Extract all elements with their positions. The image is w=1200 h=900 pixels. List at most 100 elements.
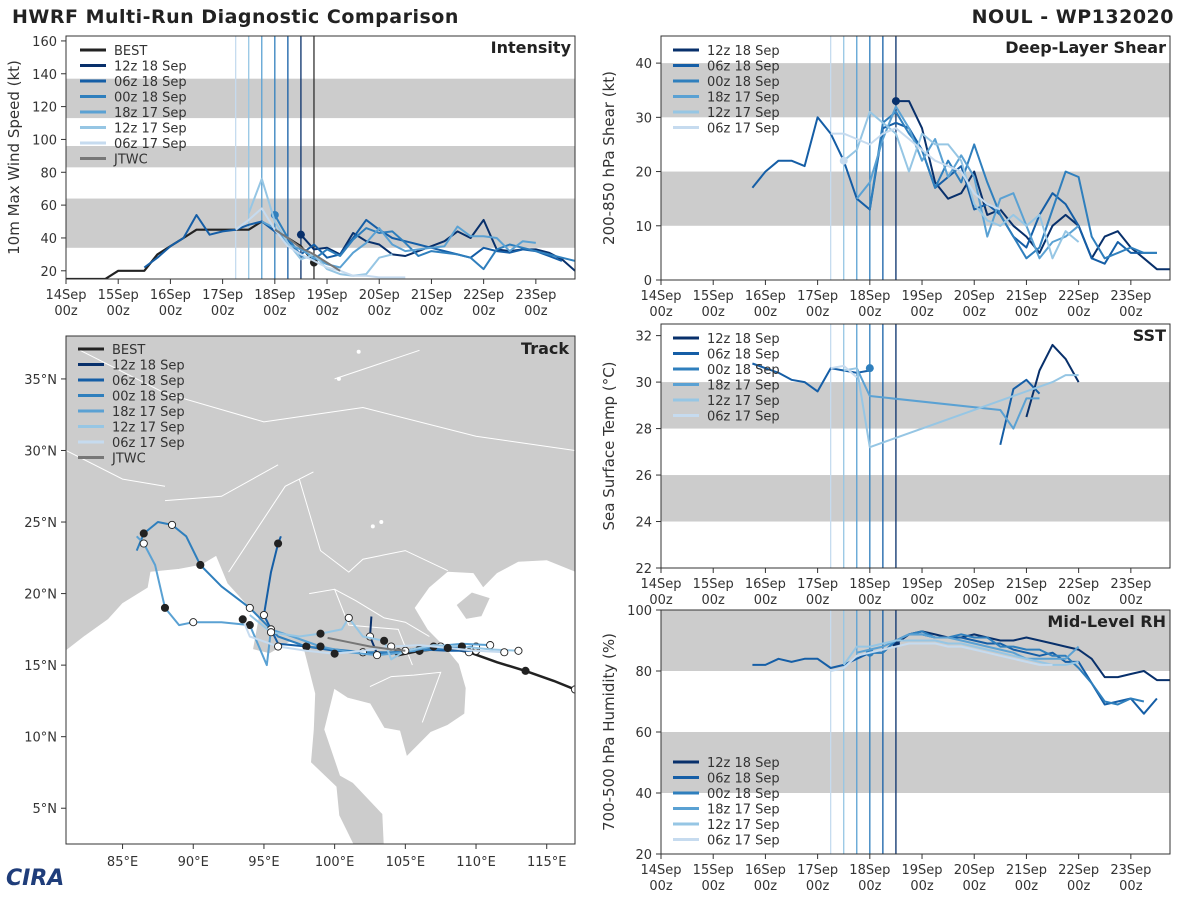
- track-point: [344, 613, 353, 622]
- storm-id-title: NOUL - WP132020: [971, 6, 1174, 28]
- series-line-best: [66, 220, 315, 279]
- track-point: [380, 636, 389, 645]
- x-tick-label: 00z: [263, 304, 287, 319]
- shaded-band: [66, 78, 575, 119]
- legend-label: 12z 17 Sep: [707, 106, 780, 121]
- series-marker-r06z17: [839, 156, 848, 165]
- x-tick-label: 00z: [1015, 593, 1039, 608]
- x-tick-label: 00z: [315, 304, 339, 319]
- x-tick-label: 16Sep: [745, 863, 786, 878]
- track-point: [521, 666, 530, 675]
- legend-label: 12z 18 Sep: [112, 359, 185, 374]
- legend-label: 06z 18 Sep: [114, 75, 187, 90]
- x-tick-label: 00z: [806, 593, 830, 608]
- legend-label: 18z 17 Sep: [707, 91, 780, 106]
- legend-label: 12z 18 Sep: [707, 756, 780, 771]
- lake: [379, 520, 384, 525]
- y-tick-label: 20: [40, 265, 57, 280]
- legend-label: 06z 17 Sep: [707, 834, 780, 849]
- intensity-ylabel: 10m Max Wind Speed (kt): [5, 60, 23, 255]
- x-tick-label: 18Sep: [849, 863, 890, 878]
- series-line-r00z18: [273, 214, 575, 271]
- x-tick-label: 21Sep: [411, 288, 452, 303]
- x-tick-label: 22Sep: [1058, 577, 1099, 592]
- x-tick-label: 21Sep: [1006, 577, 1047, 592]
- sst-title: SST: [1133, 326, 1166, 345]
- track-title: Track: [521, 339, 569, 358]
- x-tick-label: 15Sep: [693, 289, 734, 304]
- series-line-r06z17: [830, 127, 1001, 211]
- shaded-band: [661, 382, 1170, 429]
- x-tick-label: 115°E: [527, 855, 567, 870]
- track-point: [238, 615, 247, 624]
- series-line-r12z17: [247, 177, 393, 277]
- x-tick-label: 110°E: [456, 855, 496, 870]
- legend-label: 12z 18 Sep: [707, 332, 780, 347]
- y-tick-label: 60: [40, 199, 57, 214]
- y-tick-label: 24: [635, 516, 652, 531]
- track-line-r12z17: [249, 614, 519, 661]
- track-point: [330, 649, 339, 658]
- rh-title: Mid-Level RH: [1047, 612, 1166, 631]
- lake: [336, 376, 341, 381]
- country-border: [228, 471, 314, 573]
- series-marker-r12z18: [296, 230, 305, 239]
- track-frame: [65, 335, 576, 845]
- track-line-r18z17: [135, 535, 491, 667]
- rh-plot-area: [661, 610, 1170, 854]
- legend-label: 00z 18 Sep: [707, 787, 780, 802]
- y-tick-label: 20°N: [24, 588, 57, 603]
- series-line-r12z17: [843, 367, 1079, 449]
- x-tick-label: 14Sep: [640, 863, 681, 878]
- y-tick-label: 80: [40, 166, 57, 181]
- legend-label: 12z 18 Sep: [114, 60, 187, 75]
- x-tick-label: 00z: [1119, 593, 1143, 608]
- track-point: [266, 628, 276, 637]
- lake: [370, 524, 375, 529]
- legend-label: 12z 17 Sep: [707, 394, 780, 409]
- track-point: [443, 643, 452, 653]
- intensity-title: Intensity: [491, 38, 572, 57]
- track-point: [167, 520, 177, 529]
- track-point: [160, 603, 170, 612]
- legend-label: 18z 17 Sep: [114, 106, 187, 121]
- series-line-r12z17: [842, 639, 1079, 666]
- y-tick-label: 100: [32, 133, 57, 148]
- track-point: [274, 539, 283, 548]
- x-tick-label: 95°E: [248, 855, 279, 870]
- y-tick-label: 26: [635, 469, 652, 484]
- x-tick-label: 14Sep: [640, 289, 681, 304]
- legend-label: BEST: [112, 343, 145, 358]
- x-tick-label: 20Sep: [954, 863, 995, 878]
- legend-label: 06z 18 Sep: [707, 772, 780, 787]
- shear-frame: [660, 35, 1171, 281]
- y-tick-label: 30: [635, 376, 652, 391]
- figure-title: HWRF Multi-Run Diagnostic Comparison: [12, 6, 459, 28]
- series-line-r06z17: [235, 207, 406, 279]
- x-tick-label: 21Sep: [1006, 289, 1047, 304]
- shear-title: Deep-Layer Shear: [1005, 38, 1166, 57]
- x-tick-label: 00z: [1067, 879, 1091, 894]
- x-tick-label: 00z: [754, 305, 778, 320]
- y-tick-label: 10: [635, 220, 652, 235]
- x-tick-label: 00z: [420, 304, 444, 319]
- x-tick-label: 00z: [702, 879, 726, 894]
- x-tick-label: 00z: [910, 305, 934, 320]
- x-tick-label: 18Sep: [254, 288, 295, 303]
- intensity-plot-area: [66, 36, 575, 279]
- track-point: [139, 539, 148, 548]
- x-tick-label: 00z: [858, 305, 882, 320]
- track-point: [514, 646, 523, 655]
- x-tick-label: 15Sep: [693, 863, 734, 878]
- series-marker-r12z18: [891, 97, 900, 106]
- x-tick-label: 85°E: [107, 855, 138, 870]
- x-tick-label: 18Sep: [849, 289, 890, 304]
- track-point: [570, 685, 575, 694]
- series-line-r12z18: [895, 630, 1170, 682]
- country-border: [79, 349, 575, 451]
- y-tick-label: 30: [635, 111, 652, 126]
- country-border: [66, 450, 166, 487]
- sst-frame: [660, 323, 1171, 569]
- x-tick-label: 00z: [963, 305, 987, 320]
- y-tick-label: 120: [32, 101, 57, 116]
